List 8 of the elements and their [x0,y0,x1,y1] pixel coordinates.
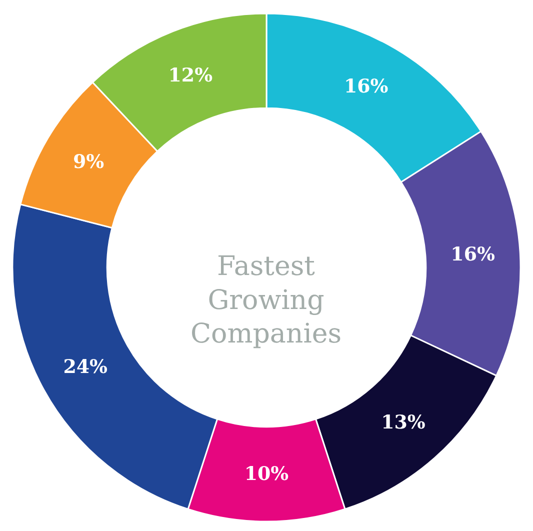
data-label: 16% [344,75,388,98]
data-label: 12% [168,64,213,86]
data-label: 24% [63,356,108,378]
data-label: 10% [244,463,289,486]
text: Fastest Growing Companies [190,250,342,350]
data-label: 9% [73,151,104,174]
data-label: 13% [381,412,426,434]
data-label: 16% [450,243,495,266]
